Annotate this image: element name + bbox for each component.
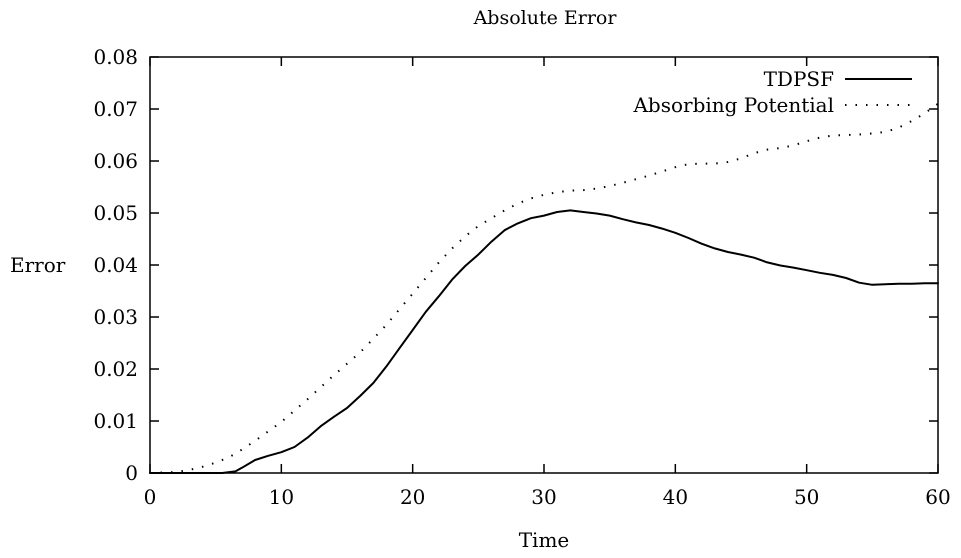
x-tick-label: 40 (663, 485, 688, 509)
y-tick-label: 0.05 (93, 201, 138, 225)
x-tick-label: 0 (144, 485, 157, 509)
x-tick-label: 50 (794, 485, 819, 509)
series-line-absorbing-potential (149, 102, 939, 474)
y-tick-label: 0.08 (93, 45, 138, 69)
y-axis-label: Error (10, 253, 66, 277)
series-line-tdpsf (149, 209, 939, 474)
legend: TDPSF Absorbing Potential (632, 67, 912, 117)
axis-ticks: 0 10 20 30 40 50 60 0 0.01 0.02 0.03 0.04 0.05 0.06 0.… (93, 45, 950, 509)
series-lines (149, 102, 939, 474)
x-tick-label: 10 (269, 485, 294, 509)
y-tick-label: 0 (125, 461, 138, 485)
y-tick-label: 0.03 (93, 305, 138, 329)
plot-frame (149, 56, 939, 474)
x-tick-label: 60 (925, 485, 950, 509)
y-tick-label: 0.07 (93, 97, 138, 121)
legend-label-absorbing-potential: Absorbing Potential (632, 93, 834, 117)
legend-label-tdpsf: TDPSF (764, 67, 835, 91)
y-tick-label: 0.06 (93, 149, 138, 173)
x-tick-label: 30 (531, 485, 556, 509)
y-tick-label: 0.04 (93, 253, 138, 277)
x-axis-label: Time (519, 528, 570, 552)
chart-title: Absolute Error (473, 7, 618, 29)
y-tick-label: 0.01 (93, 409, 138, 433)
y-tick-label: 0.02 (93, 357, 138, 381)
x-tick-label: 20 (400, 485, 425, 509)
